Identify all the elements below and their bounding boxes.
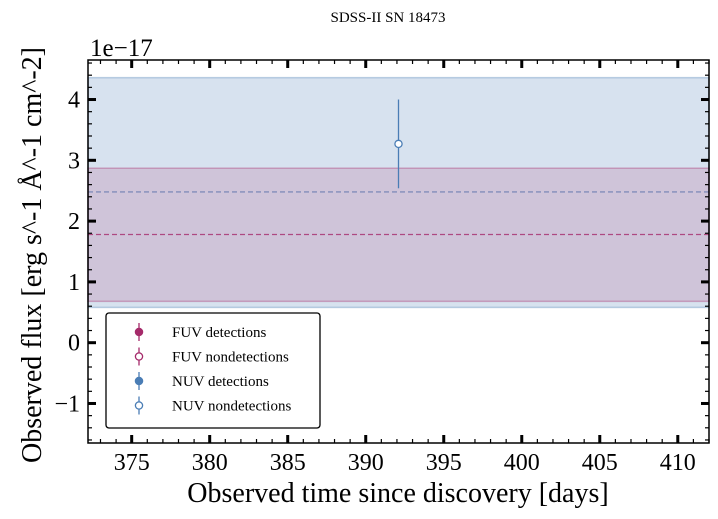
ticks-layer: 375 380 385 390 395 400 405 410 −1 0 1 2 3 4	[54, 60, 710, 476]
y-tick-label: 0	[68, 331, 80, 357]
legend-label: NUV detections	[172, 374, 269, 390]
y-tick-label: 3	[68, 148, 80, 174]
x-tick-label: 400	[504, 450, 540, 476]
fuv-band	[87, 167, 710, 303]
x-tick-label: 410	[660, 450, 696, 476]
x-tick-label: 385	[270, 450, 306, 476]
y-tick-label: −1	[54, 391, 80, 417]
legend-marker	[134, 401, 144, 410]
legend-label: NUV nondetections	[172, 399, 291, 415]
legend: FUV detections FUV nondetections NUV detec…	[105, 312, 321, 429]
y-axis-label: Observed flux [erg s^-1 Å^-1 cm^-2]	[17, 47, 48, 463]
x-tick-label: 390	[348, 450, 384, 476]
legend-marker	[134, 376, 144, 386]
points-layer	[394, 99, 403, 189]
x-tick-label: 380	[192, 450, 228, 476]
legend-label: FUV nondetections	[172, 350, 289, 366]
x-tick-label: 405	[582, 450, 618, 476]
legend-box	[105, 312, 321, 429]
chart-title: SDSS-II SN 18473	[330, 10, 445, 26]
y-tick-label: 1	[68, 270, 80, 296]
y-tick-label: 2	[68, 209, 80, 235]
data-point	[394, 139, 403, 149]
x-tick-label: 395	[426, 450, 462, 476]
plot-frame	[87, 59, 710, 444]
x-axis-label: Observed time since discovery [days]	[187, 478, 608, 509]
y-tick-label: 4	[68, 88, 80, 114]
legend-marker	[134, 352, 144, 361]
legend-marker	[134, 327, 144, 337]
x-tick-label: 375	[114, 450, 150, 476]
y-offset-label: 1e−17	[90, 35, 153, 62]
legend-label: FUV detections	[172, 325, 266, 341]
